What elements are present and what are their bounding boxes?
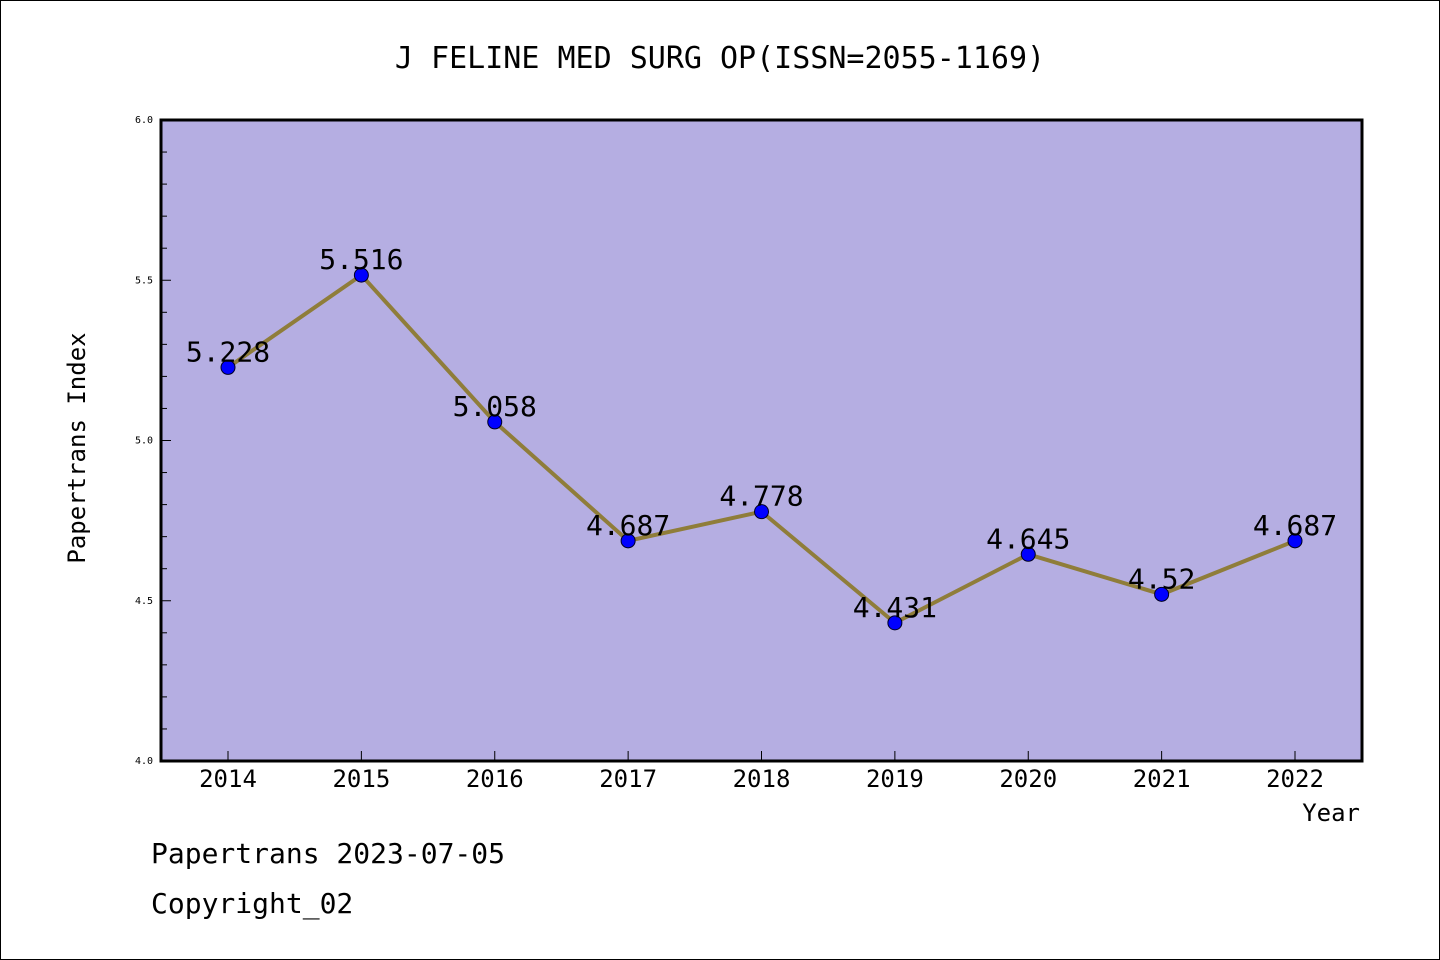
plot-area — [159, 118, 1364, 763]
x-axis: 2014 2015 2016 2017 2018 2019 2020 2021 2022 — [199, 751, 1324, 793]
x-tick-label: 2021 — [1133, 765, 1191, 793]
data-point — [887, 615, 903, 631]
data-label: 4.687 — [586, 509, 670, 542]
data-point — [1287, 533, 1303, 549]
y-tick-label: 5.0 — [135, 436, 153, 447]
data-point — [1020, 546, 1036, 562]
data-point — [220, 359, 236, 375]
y-tick-label: 5.5 — [135, 275, 153, 286]
x-tick-label: 2016 — [466, 765, 524, 793]
data-points-group — [220, 267, 1303, 631]
data-label: 4.52 — [1128, 562, 1195, 595]
data-point — [1154, 586, 1170, 602]
x-tick-label: 2018 — [733, 765, 791, 793]
y-tick-label: 4.5 — [135, 596, 153, 607]
x-tick-label: 2017 — [599, 765, 657, 793]
footer-copyright: Copyright_02 — [151, 887, 354, 920]
chart-title: J FELINE MED SURG OP(ISSN=2055-1169) — [395, 41, 1045, 76]
x-tick-label: 2014 — [199, 765, 257, 793]
data-label: 4.687 — [1253, 509, 1337, 542]
x-tick-label: 2015 — [332, 765, 390, 793]
x-tick-label: 2022 — [1266, 765, 1324, 793]
y-tick-label: 6.0 — [135, 115, 153, 126]
data-point — [353, 267, 369, 283]
x-tick-label: 2020 — [999, 765, 1057, 793]
x-tick-label: 2019 — [866, 765, 924, 793]
data-label: 5.058 — [453, 390, 537, 423]
data-point — [754, 504, 769, 520]
data-point — [620, 533, 636, 549]
y-axis-label: Papertrans Index — [63, 332, 91, 563]
x-axis-label: Year — [1302, 799, 1360, 827]
data-labels-group: 5.228 5.516 5.058 4.687 4.778 4.431 4.645 4.52 4… — [186, 243, 1337, 624]
footer-date: Papertrans 2023-07-05 — [151, 837, 506, 870]
data-label: 4.431 — [853, 591, 937, 624]
y-tick-label: 4.0 — [135, 756, 153, 767]
data-point — [487, 414, 503, 430]
data-label: 4.645 — [986, 522, 1070, 555]
y-axis: 4.0 4.5 5.0 5.5 6.0 — [135, 115, 171, 767]
data-label: 5.228 — [186, 335, 270, 368]
data-label: 5.516 — [319, 243, 403, 276]
data-label: 4.778 — [719, 480, 803, 513]
